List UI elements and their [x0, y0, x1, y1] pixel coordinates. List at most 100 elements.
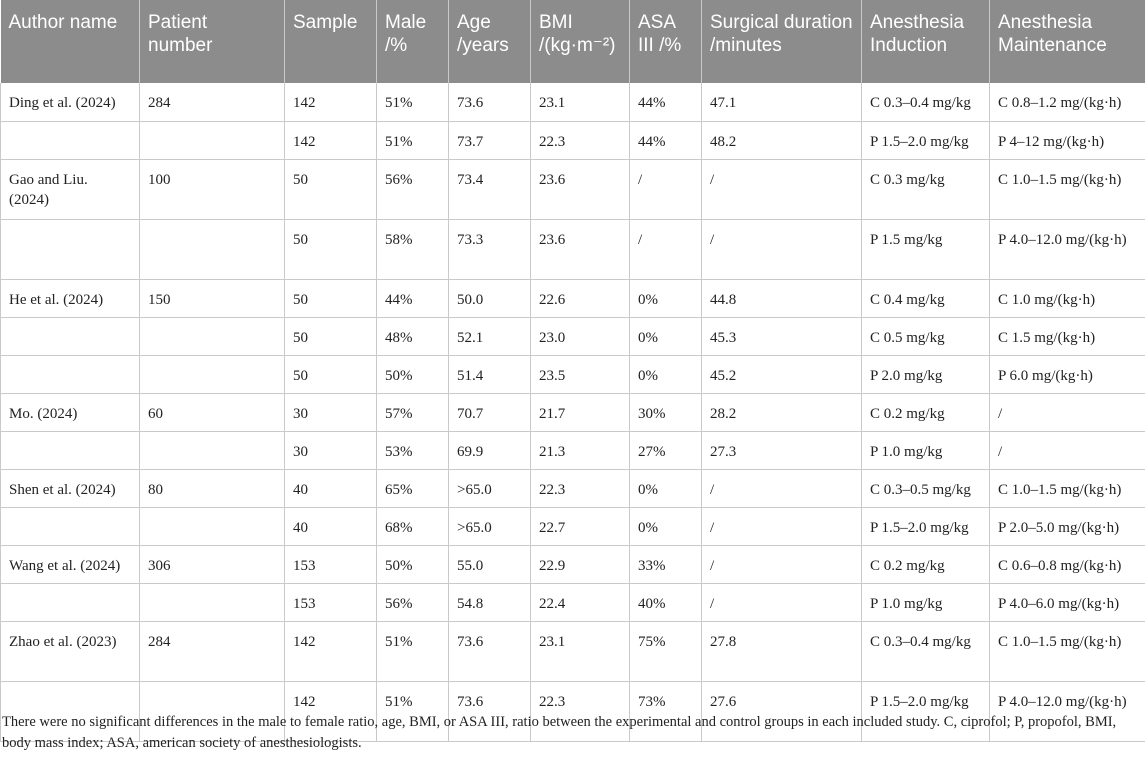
cell-anesthesia-induction: P 1.5 mg/kg: [861, 219, 990, 280]
cell-male: 50%: [376, 545, 449, 584]
cell-anesthesia-induction: C 0.3 mg/kg: [861, 159, 990, 220]
cell-age: 73.3: [448, 219, 531, 280]
cell-surgical-duration: /: [701, 219, 862, 280]
cell-bmi: 23.6: [530, 159, 630, 220]
cell-age: 73.6: [448, 83, 531, 122]
table-row: 142 51% 73.7 22.3 44% 48.2 P 1.5–2.0 mg/kg P 4–…: [0, 121, 1145, 160]
cell-age: 51.4: [448, 355, 531, 394]
cell-sample: 30: [284, 431, 377, 470]
cell-age: 70.7: [448, 393, 531, 432]
cell-surgical-duration: 47.1: [701, 83, 862, 122]
cell-anesthesia-maintenance: C 0.6–0.8 mg/(kg·h): [989, 545, 1145, 584]
cell-sample: 30: [284, 393, 377, 432]
header-bmi: BMI /(kg·m⁻²): [530, 0, 630, 83]
cell-age: 54.8: [448, 583, 531, 622]
table-row: 30 53% 69.9 21.3 27% 27.3 P 1.0 mg/kg /: [0, 431, 1145, 470]
table-row: 50 58% 73.3 23.6// P 1.5 mg/kg P 4.0–12.0 mg/…: [0, 219, 1145, 280]
cell-male: 53%: [376, 431, 449, 470]
cell-male: 51%: [376, 621, 449, 682]
cell-surgical-duration: 27.3: [701, 431, 862, 470]
cell-bmi: 23.1: [530, 83, 630, 122]
cell-asa: 73%: [629, 681, 702, 742]
cell-male: 65%: [376, 469, 449, 508]
cell-age: 73.6: [448, 621, 531, 682]
cell-age: 52.1: [448, 317, 531, 356]
cell-sample: 153: [284, 583, 377, 622]
cell-anesthesia-induction: C 0.2 mg/kg: [861, 393, 990, 432]
cell-author-name: [0, 431, 140, 470]
cell-sample: 50: [284, 219, 377, 280]
cell-asa: 0%: [629, 507, 702, 546]
cell-anesthesia-induction: P 1.5–2.0 mg/kg: [861, 121, 990, 160]
cell-anesthesia-maintenance: C 1.0–1.5 mg/(kg·h): [989, 469, 1145, 508]
cell-author-name: [0, 583, 140, 622]
cell-male: 51%: [376, 121, 449, 160]
cell-asa: 27%: [629, 431, 702, 470]
cell-author-name: He et al. (2024): [0, 279, 140, 318]
cell-author-name: Ding et al. (2024): [0, 83, 140, 122]
cell-anesthesia-induction: C 0.3–0.4 mg/kg: [861, 83, 990, 122]
cell-anesthesia-induction: C 0.3–0.5 mg/kg: [861, 469, 990, 508]
cell-anesthesia-maintenance: P 4–12 mg/(kg·h): [989, 121, 1145, 160]
table-footnote: There were no significant differences in…: [2, 714, 1117, 751]
cell-surgical-duration: 27.6: [701, 681, 862, 742]
cell-sample: 142: [284, 621, 377, 682]
cell-surgical-duration: /: [701, 545, 862, 584]
cell-surgical-duration: /: [701, 507, 862, 546]
cell-anesthesia-maintenance: P 4.0–12.0 mg/(kg·h): [989, 681, 1145, 742]
cell-patient-number: [139, 681, 285, 742]
cell-bmi: 23.1: [530, 621, 630, 682]
cell-asa: 33%: [629, 545, 702, 584]
cell-patient-number: 284: [139, 621, 285, 682]
cell-age: >65.0: [448, 507, 531, 546]
header-row: Author name Patient number Sample Male /…: [0, 0, 1145, 83]
cell-anesthesia-induction: P 2.0 mg/kg: [861, 355, 990, 394]
cell-bmi: 23.0: [530, 317, 630, 356]
header-anesthesia-maintenance: Anesthesia Maintenance: [989, 0, 1145, 83]
cell-male: 57%: [376, 393, 449, 432]
cell-patient-number: [139, 431, 285, 470]
cell-patient-number: [139, 355, 285, 394]
cell-asa: 44%: [629, 121, 702, 160]
cell-male: 50%: [376, 355, 449, 394]
cell-author-name: Wang et al. (2024): [0, 545, 140, 584]
cell-asa: /: [629, 219, 702, 280]
cell-anesthesia-induction: P 1.5–2.0 mg/kg: [861, 681, 990, 742]
cell-bmi: 23.5: [530, 355, 630, 394]
cell-anesthesia-maintenance: C 1.0–1.5 mg/(kg·h): [989, 621, 1145, 682]
cell-author-name: Shen et al. (2024): [0, 469, 140, 508]
cell-surgical-duration: 48.2: [701, 121, 862, 160]
cell-author-name: [0, 507, 140, 546]
cell-age: 73.6: [448, 681, 531, 742]
cell-surgical-duration: 28.2: [701, 393, 862, 432]
header-age: Age /years: [448, 0, 531, 83]
cell-anesthesia-induction: P 1.0 mg/kg: [861, 583, 990, 622]
table-row: Ding et al. (2024) 284 142 51% 73.6 23.1 44% 47…: [0, 83, 1145, 122]
table-row: Zhao et al. (2023) 284 142 51% 73.6 23.1 75% 27…: [0, 621, 1145, 682]
cell-anesthesia-induction: C 0.4 mg/kg: [861, 279, 990, 318]
table-row: Gao and Liu. (2024) 100 50 56% 73.4 23.6// C 0…: [0, 159, 1145, 220]
table-row: 50 48% 52.1 23.0 0% 45.3 C 0.5 mg/kg C 1.5 mg/(…: [0, 317, 1145, 356]
cell-anesthesia-maintenance: C 1.5 mg/(kg·h): [989, 317, 1145, 356]
cell-asa: 0%: [629, 279, 702, 318]
cell-male: 68%: [376, 507, 449, 546]
header-author-name: Author name: [0, 0, 140, 83]
cell-anesthesia-induction: P 1.0 mg/kg: [861, 431, 990, 470]
cell-sample: 50: [284, 279, 377, 318]
cell-male: 56%: [376, 159, 449, 220]
cell-anesthesia-induction: C 0.2 mg/kg: [861, 545, 990, 584]
cell-male: 48%: [376, 317, 449, 356]
cell-anesthesia-maintenance: C 0.8–1.2 mg/(kg·h): [989, 83, 1145, 122]
header-male: Male /%: [376, 0, 449, 83]
cell-author-name: [0, 681, 140, 742]
cell-sample: 153: [284, 545, 377, 584]
cell-sample: 142: [284, 121, 377, 160]
cell-bmi: 22.7: [530, 507, 630, 546]
cell-patient-number: 80: [139, 469, 285, 508]
header-asa: ASA III /%: [629, 0, 702, 83]
cell-author-name: [0, 219, 140, 280]
cell-surgical-duration: /: [701, 159, 862, 220]
cell-anesthesia-maintenance: P 4.0–6.0 mg/(kg·h): [989, 583, 1145, 622]
cell-surgical-duration: 45.2: [701, 355, 862, 394]
cell-asa: 30%: [629, 393, 702, 432]
